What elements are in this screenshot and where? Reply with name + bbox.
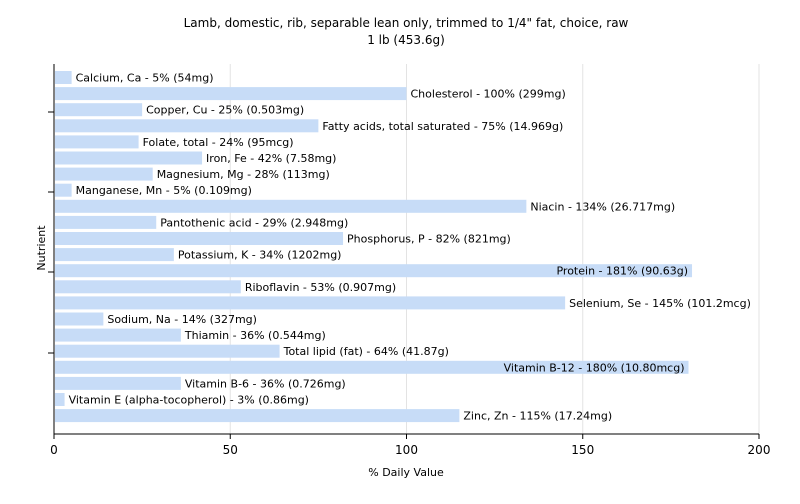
bar-label-22: Zinc, Zn - 115% (17.24mg) [463, 410, 612, 423]
bar-label-5: Folate, total - 24% (95mcg) [143, 136, 294, 149]
bar-label-8: Manganese, Mn - 5% (0.109mg) [76, 184, 252, 197]
bar-label-6: Iron, Fe - 42% (7.58mg) [206, 152, 336, 165]
x-tick-label-200: 200 [748, 443, 771, 457]
bar-label-7: Magnesium, Mg - 28% (113mg) [157, 168, 330, 181]
bar-2 [55, 87, 407, 101]
bar-8 [55, 183, 72, 197]
bar-label-9: Niacin - 134% (26.717mg) [530, 200, 675, 213]
bar-label-1: Calcium, Ca - 5% (54mg) [76, 72, 214, 85]
bar-label-14: Riboflavin - 53% (0.907mg) [245, 281, 396, 294]
bar-15 [55, 296, 566, 310]
bar-label-21: Vitamin E (alpha-tocopherol) - 3% (0.86m… [69, 394, 309, 407]
bar-label-18: Total lipid (fat) - 64% (41.87g) [283, 345, 449, 358]
bar-label-12: Potassium, K - 34% (1202mg) [178, 249, 342, 262]
bar-4 [55, 119, 319, 133]
bar-20 [55, 376, 181, 390]
bar-label-20: Vitamin B-6 - 36% (0.726mg) [185, 377, 346, 390]
bar-16 [55, 312, 104, 326]
bar-label-19: Vitamin B-12 - 180% (10.80mcg) [504, 361, 685, 374]
bar-13 [55, 264, 693, 278]
bar-12 [55, 248, 174, 262]
bar-6 [55, 151, 203, 165]
bar-17 [55, 328, 181, 342]
bar-7 [55, 167, 153, 181]
x-tick-label-0: 0 [50, 443, 58, 457]
x-tick-label-150: 150 [571, 443, 594, 457]
axes-group: 0 50 100 150 200 [48, 64, 770, 457]
chart-subtitle: 1 lb (453.6g) [367, 33, 445, 47]
bars-group [55, 71, 693, 423]
bar-18 [55, 344, 280, 358]
bar-label-15: Selenium, Se - 145% (101.2mcg) [569, 297, 751, 310]
bar-label-3: Copper, Cu - 25% (0.503mg) [146, 104, 304, 117]
bar-labels-group: Calcium, Ca - 5% (54mg) Cholesterol - 100… [69, 72, 751, 423]
x-axis-label: % Daily Value [368, 466, 444, 479]
bar-label-16: Sodium, Na - 14% (327mg) [107, 313, 257, 326]
x-tick-label-50: 50 [223, 443, 238, 457]
bar-21 [55, 393, 65, 406]
bar-1 [55, 71, 72, 84]
bar-11 [55, 232, 344, 245]
bar-5 [55, 135, 139, 149]
bar-label-2: Cholesterol - 100% (299mg) [411, 88, 566, 101]
bar-9 [55, 199, 527, 213]
bar-22 [55, 409, 460, 423]
bar-3 [55, 103, 143, 117]
bar-label-10: Pantothenic acid - 29% (2.948mg) [160, 216, 348, 229]
bar-19 [55, 360, 689, 374]
bar-label-4: Fatty acids, total saturated - 75% (14.9… [322, 120, 563, 133]
bar-14 [55, 280, 241, 294]
x-tick-label-100: 100 [395, 443, 418, 457]
chart-title: Lamb, domestic, rib, separable lean only… [184, 16, 629, 30]
bar-10 [55, 215, 157, 229]
bar-label-13: Protein - 181% (90.63g) [556, 265, 688, 278]
y-axis-label: Nutrient [35, 225, 48, 271]
bar-label-11: Phosphorus, P - 82% (821mg) [347, 233, 511, 246]
bar-label-17: Thiamin - 36% (0.544mg) [184, 329, 326, 342]
